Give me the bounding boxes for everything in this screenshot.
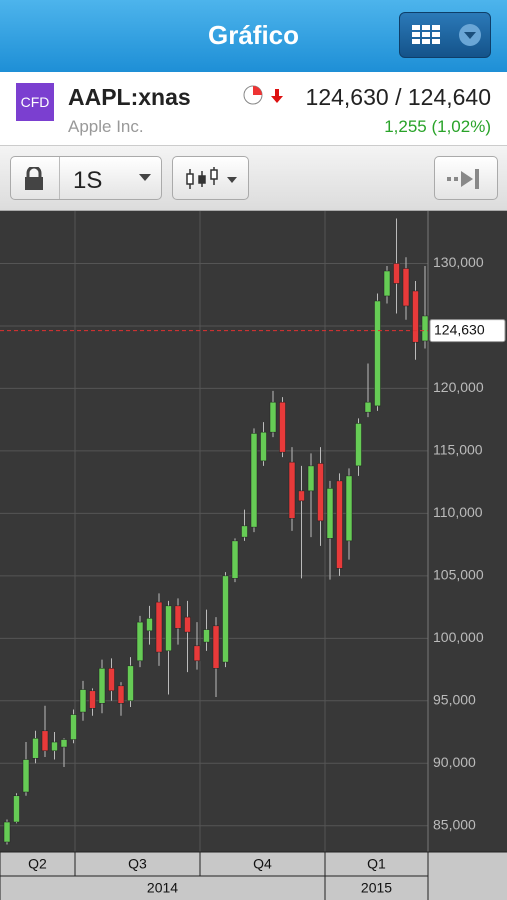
- lock-icon: [25, 167, 43, 190]
- candle-body: [13, 795, 20, 823]
- candle-body: [307, 465, 315, 492]
- quarter-label: Q2: [28, 856, 47, 872]
- period: 1S: [73, 167, 103, 194]
- toolbar: 1S: [0, 146, 507, 211]
- candle-icon: [186, 167, 237, 189]
- candle-body: [89, 690, 96, 709]
- chart: 85,000 90,000 95,000 100,000 105,000 110,000 1…: [0, 211, 507, 900]
- candle-body: [355, 423, 362, 467]
- candle-body: [231, 540, 239, 579]
- company-name: Apple Inc.: [68, 117, 144, 136]
- status-icons: [243, 85, 283, 105]
- candle-body: [3, 821, 11, 843]
- candle-body: [117, 685, 125, 704]
- candle-body: [41, 730, 49, 752]
- y-tick-label: 110,000: [433, 504, 483, 520]
- candle-body: [241, 525, 248, 538]
- candle-body: [250, 433, 258, 528]
- candle-body: [174, 605, 182, 629]
- quarter-label: Q1: [367, 856, 386, 872]
- candle-body: [127, 665, 134, 702]
- symbol: AAPL:xnas: [68, 84, 191, 110]
- candle-body: [51, 741, 58, 752]
- candle-body: [70, 714, 77, 740]
- candle-body: [136, 621, 144, 662]
- candle-body: [260, 431, 267, 462]
- candle-body: [383, 270, 391, 297]
- candle-body: [279, 401, 286, 453]
- period-button[interactable]: 1S: [10, 156, 162, 200]
- candle-body: [98, 668, 106, 704]
- y-tick-label: 85,000: [433, 816, 476, 832]
- y-tick-label: 120,000: [433, 379, 484, 395]
- candle-body: [412, 290, 419, 343]
- candle-body: [364, 401, 372, 413]
- candle-body: [374, 300, 381, 407]
- candle-body: [326, 488, 334, 539]
- title: Gráfico: [207, 20, 300, 50]
- chart-type-button[interactable]: [172, 156, 249, 200]
- y-tick-label: 130,000: [433, 254, 484, 270]
- candle-body: [184, 616, 191, 633]
- candle-body: [193, 645, 201, 662]
- exit-button[interactable]: [434, 156, 498, 200]
- candle-body: [146, 618, 153, 632]
- candle-body: [60, 739, 68, 748]
- candle-body: [402, 268, 410, 307]
- candle-body: [155, 601, 163, 653]
- header: Gráfico: [0, 0, 507, 72]
- y-tick-label: 100,000: [433, 629, 484, 645]
- candle-body: [32, 738, 39, 759]
- candle-body: [165, 605, 172, 652]
- quarter-label: Q3: [128, 856, 147, 872]
- menu-button[interactable]: [399, 12, 491, 58]
- candle-body: [336, 480, 343, 569]
- year-label: 2015: [361, 880, 392, 896]
- candle-body: [222, 575, 229, 663]
- y-tick-label: 90,000: [433, 754, 476, 770]
- candle-body: [298, 490, 305, 502]
- candle-body: [393, 263, 400, 284]
- quarter-label: Q4: [253, 856, 272, 872]
- candle-body: [203, 629, 210, 643]
- candle-body: [22, 759, 30, 793]
- candle-body: [79, 689, 87, 713]
- candle-body: [317, 463, 324, 522]
- candle-body: [269, 401, 277, 433]
- menu-icon: [412, 24, 481, 46]
- instrument-info: CFD AAPL:xnas Apple Inc. 124,630 / 124,6…: [0, 72, 507, 146]
- candle-body: [345, 475, 353, 542]
- candle-body: [421, 315, 429, 342]
- y-tick-label: 95,000: [433, 692, 476, 708]
- candle-body: [288, 461, 296, 519]
- exit-icon: [447, 169, 479, 189]
- y-tick-label: 105,000: [433, 567, 484, 583]
- change: 1,255 (1,02%): [384, 117, 491, 136]
- candle-body: [108, 668, 115, 692]
- quote: 124,630 / 124,640: [305, 84, 491, 110]
- last-price-box: [429, 319, 506, 343]
- y-tick-label: 115,000: [433, 442, 483, 458]
- year-label: 2014: [147, 880, 178, 896]
- dropdown-arrow: [139, 174, 151, 181]
- candle-body: [212, 625, 220, 669]
- badge: CFD: [16, 83, 54, 121]
- last-price-label: 124,630: [434, 321, 485, 337]
